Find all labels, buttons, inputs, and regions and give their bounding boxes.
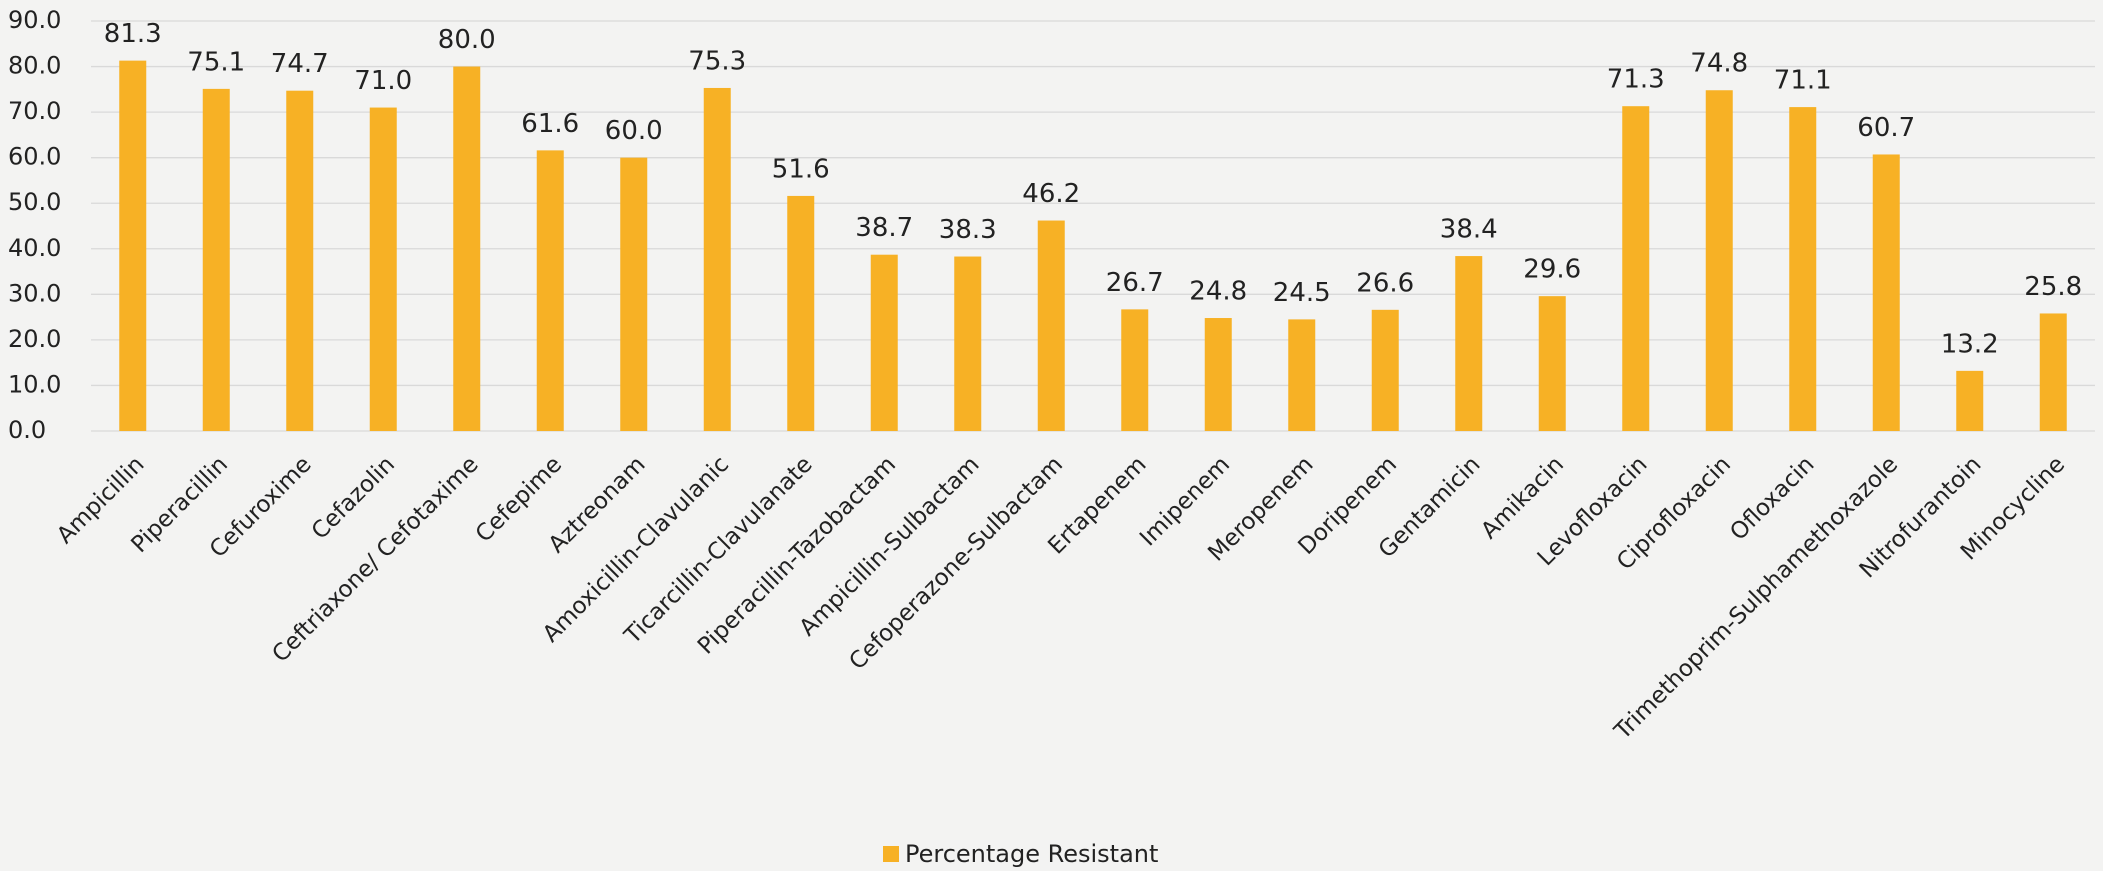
y-tick-label: 50.0 (8, 188, 61, 216)
value-label: 46.2 (1022, 179, 1080, 209)
bar (703, 87, 731, 431)
bar (369, 107, 397, 432)
bar (954, 256, 982, 431)
bar (1371, 309, 1399, 431)
y-tick-label: 60.0 (8, 143, 61, 171)
bar (202, 88, 230, 431)
y-tick-label: 10.0 (8, 370, 61, 398)
y-tick-label: 0.0 (8, 416, 46, 444)
value-label: 38.7 (855, 213, 913, 243)
bar (2039, 313, 2067, 431)
legend-label: Percentage Resistant (905, 840, 1158, 868)
bar (787, 195, 815, 431)
bar (1288, 319, 1316, 431)
value-label: 81.3 (104, 19, 162, 49)
bar (1121, 309, 1149, 431)
y-tick-label: 70.0 (8, 97, 61, 125)
y-tick-label: 20.0 (8, 325, 61, 353)
value-label: 24.5 (1273, 278, 1331, 308)
value-label: 51.6 (772, 154, 830, 184)
value-label: 60.0 (605, 116, 663, 146)
value-label: 71.1 (1774, 66, 1832, 96)
value-label: 80.0 (438, 25, 496, 55)
value-label: 74.8 (1690, 49, 1748, 79)
bar (1538, 296, 1566, 431)
y-tick-label: 30.0 (8, 279, 61, 307)
y-tick-label: 80.0 (8, 52, 61, 80)
legend-swatch (883, 846, 899, 862)
bar (1204, 318, 1232, 431)
bar (536, 150, 564, 431)
bar (870, 254, 898, 431)
value-label: 26.7 (1106, 268, 1164, 298)
value-label: 29.6 (1523, 255, 1581, 285)
value-label: 71.0 (354, 66, 412, 96)
y-tick-label: 40.0 (8, 234, 61, 262)
bar (1789, 107, 1817, 431)
value-label: 38.3 (939, 215, 997, 245)
bar (620, 157, 648, 431)
value-label: 26.6 (1356, 268, 1414, 298)
y-tick-label: 90.0 (8, 6, 61, 34)
bar (453, 66, 481, 432)
value-label: 74.7 (271, 49, 329, 79)
value-label: 75.3 (688, 46, 746, 76)
value-label: 24.8 (1189, 277, 1247, 307)
value-label: 75.1 (187, 47, 245, 77)
value-label: 38.4 (1440, 215, 1498, 245)
bar (1037, 220, 1065, 431)
bar (1872, 154, 1900, 431)
value-label: 60.7 (1857, 113, 1915, 143)
bar (1622, 106, 1650, 431)
bar (286, 90, 314, 431)
value-label: 25.8 (2024, 272, 2082, 302)
bar (119, 60, 147, 432)
value-label: 13.2 (1941, 329, 1999, 359)
bar (1455, 256, 1483, 431)
bar (1705, 90, 1733, 431)
value-label: 71.3 (1607, 65, 1665, 95)
value-label: 61.6 (521, 109, 579, 139)
bar (1956, 370, 1984, 431)
